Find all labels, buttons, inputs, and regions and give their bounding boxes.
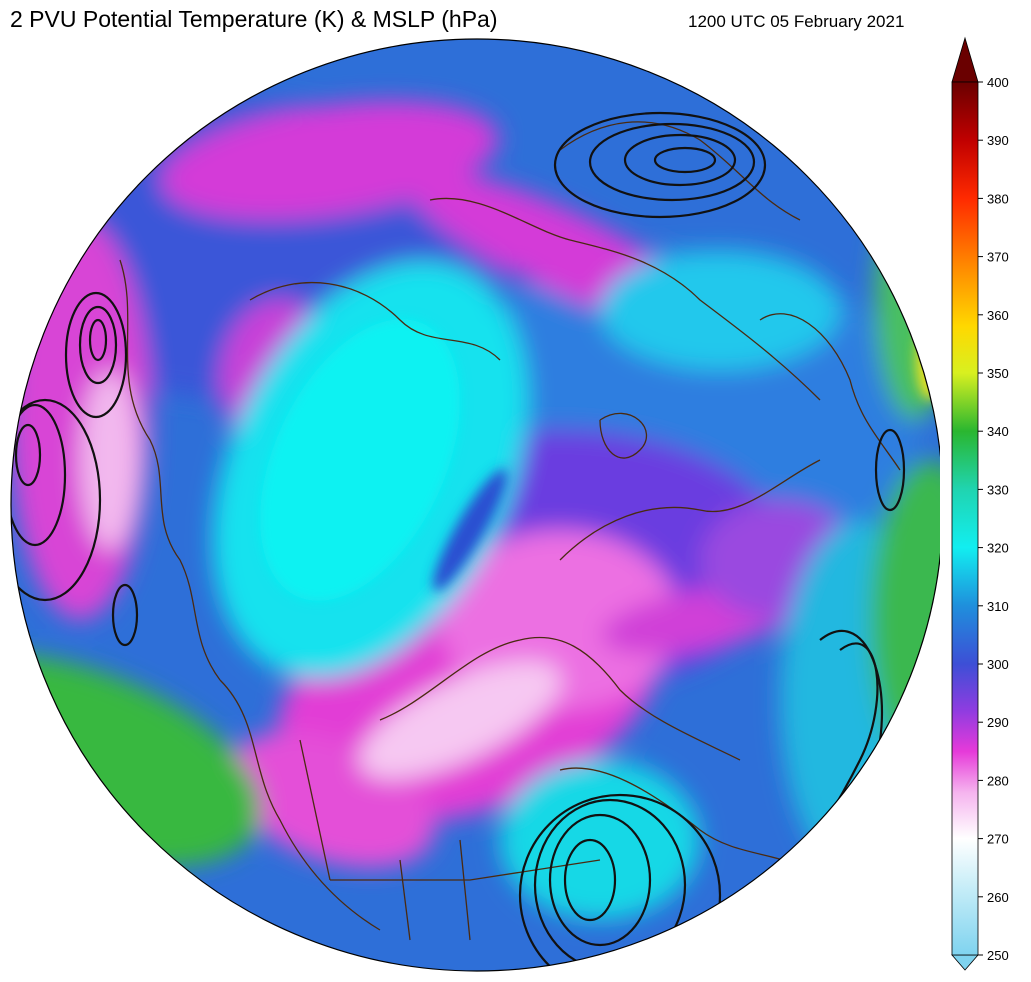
- colorbar-tick-label: 340: [987, 424, 1009, 439]
- colorbar-tick-label: 320: [987, 541, 1009, 556]
- colorbar-tick-label: 330: [987, 482, 1009, 497]
- colorbar-tick-label: 350: [987, 366, 1009, 381]
- colorbar-tick-label: 260: [987, 890, 1009, 905]
- colorbar-gradient: [951, 81, 979, 956]
- coastlines: [119, 121, 901, 941]
- colorbar-tick-label: 400: [987, 75, 1009, 90]
- colorbar-tick-label: 380: [987, 191, 1009, 206]
- colorbar-tick-label: 270: [987, 832, 1009, 847]
- colorbar-tick-label: 370: [987, 250, 1009, 265]
- colorbar-tick-label: 280: [987, 773, 1009, 788]
- colorbar-tick-label: 310: [987, 599, 1009, 614]
- potential-temperature-field: [11, 39, 940, 971]
- map-title: 2 PVU Potential Temperature (K) & MSLP (…: [10, 6, 498, 32]
- colorbar-tick-label: 360: [987, 308, 1009, 323]
- colorbar-tick-label: 300: [987, 657, 1009, 672]
- colorbar-max-extension: [951, 36, 979, 83]
- colorbar: 250 260 270 280 290 300 310 320 330 340 350 360 370 3…: [951, 36, 1009, 971]
- polar-stereographic-map: [10, 38, 940, 972]
- colorbar-min-extension: [951, 954, 979, 971]
- colorbar-tick-label: 390: [987, 133, 1009, 148]
- map-boundary: [10, 38, 940, 972]
- colorbar-tick-label: 250: [987, 948, 1009, 963]
- valid-time-label: 1200 UTC 05 February 2021: [688, 12, 905, 31]
- colorbar-tick-label: 290: [987, 715, 1009, 730]
